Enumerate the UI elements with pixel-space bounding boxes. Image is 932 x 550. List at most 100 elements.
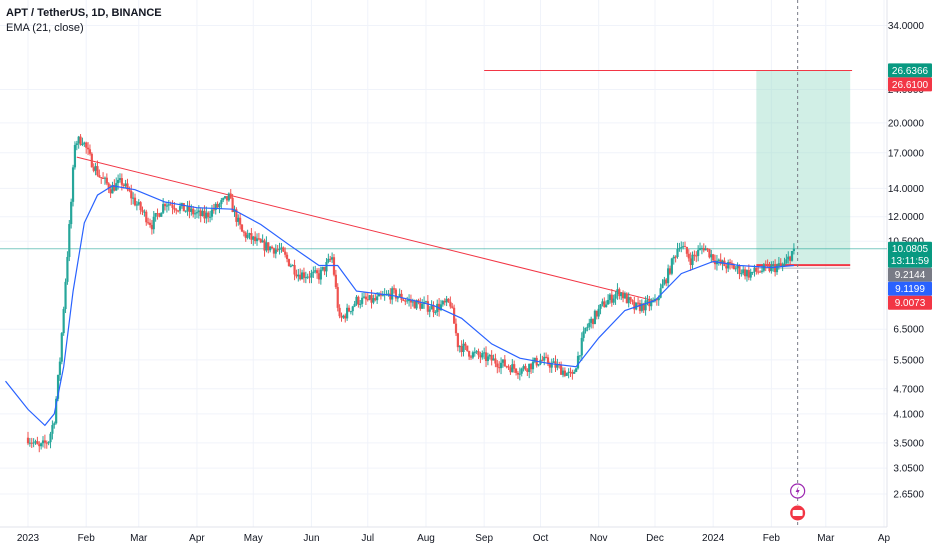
candle-body — [567, 371, 570, 374]
candle-body — [449, 301, 452, 307]
plot-area — [0, 0, 887, 527]
candle-body — [100, 177, 103, 179]
candle-body — [351, 306, 354, 312]
candle-body — [481, 353, 484, 358]
candle-body — [319, 269, 322, 280]
candle-body — [424, 301, 428, 303]
candle-body — [274, 249, 277, 254]
x-tick-label: Apr — [189, 533, 205, 544]
ema-indicator-label[interactable]: EMA (21, close) — [6, 22, 84, 34]
candle-body — [26, 437, 30, 444]
candle-body — [81, 143, 84, 145]
candle-body — [590, 318, 593, 323]
candle-body — [635, 302, 638, 310]
candle-body — [526, 369, 529, 372]
candle-body — [479, 355, 482, 358]
candle-body — [250, 233, 253, 240]
candle-body — [45, 442, 48, 444]
symbol-title[interactable]: APT / TetherUS, 1D, BINANCE — [6, 7, 162, 19]
candle-body — [591, 318, 595, 325]
candle-body — [689, 258, 692, 266]
candle-body — [507, 366, 510, 368]
candle-body — [291, 265, 294, 267]
candle-body — [49, 433, 52, 443]
candle-body — [272, 248, 276, 254]
candle-body — [111, 184, 114, 194]
candle-body — [261, 240, 264, 243]
candle-body — [755, 267, 758, 272]
candle-body — [381, 295, 384, 297]
candle-body — [325, 261, 328, 272]
candle-body — [636, 302, 640, 304]
candle-body — [239, 217, 242, 225]
candle-body — [454, 323, 458, 334]
y-tick-label: 6.5000 — [893, 325, 924, 336]
candle-body — [407, 299, 411, 301]
candle-body — [124, 183, 127, 186]
candle-body — [94, 166, 97, 171]
candle-body — [419, 302, 422, 309]
price-label-badge — [888, 295, 932, 310]
candle-body — [62, 309, 65, 334]
candle-body — [160, 212, 163, 217]
candle-body — [775, 265, 779, 273]
candle-body — [265, 242, 268, 251]
candle-body — [308, 276, 311, 278]
candle-body — [633, 301, 636, 310]
candle-body — [342, 315, 345, 318]
candle-body — [783, 263, 786, 265]
candle-body — [300, 272, 304, 280]
candle-body — [518, 373, 521, 375]
candle-body — [242, 231, 245, 233]
candle-body — [132, 197, 135, 199]
candle-body — [578, 355, 581, 357]
candle-body — [299, 274, 302, 280]
candle-body — [777, 263, 780, 266]
candle-body — [499, 362, 503, 369]
candle-body — [259, 239, 262, 243]
candle-body — [432, 305, 435, 313]
candle-body — [498, 367, 501, 369]
y-tick-label: 3.5000 — [893, 438, 924, 449]
x-tick-label: Dec — [646, 533, 664, 544]
candle-body — [118, 178, 122, 180]
candle-body — [163, 204, 167, 207]
candle-body — [597, 308, 600, 317]
candle-body — [113, 184, 116, 191]
y-tick-label: 5.5000 — [893, 355, 924, 366]
candle-body — [402, 299, 405, 301]
candle-body — [147, 222, 150, 224]
candle-body — [631, 300, 634, 302]
candle-body — [289, 265, 292, 267]
candle-body — [38, 444, 41, 447]
candle-body — [389, 293, 392, 300]
candle-body — [270, 246, 274, 249]
candle-body — [638, 303, 642, 311]
candle-body — [511, 364, 514, 373]
y-tick-label: 4.1000 — [893, 409, 924, 420]
candle-body — [447, 298, 450, 302]
candle-body — [678, 248, 681, 250]
candle-body — [255, 238, 259, 242]
candle-body — [501, 359, 505, 363]
candle-body — [728, 262, 732, 264]
candle-body — [244, 232, 247, 238]
candle-body — [644, 300, 647, 311]
candle-body — [657, 297, 660, 301]
candle-body — [757, 271, 760, 273]
candle-body — [509, 367, 512, 373]
candle-body — [468, 351, 471, 357]
candle-body — [766, 264, 769, 266]
candle-body — [197, 210, 200, 213]
candle-body — [738, 265, 741, 274]
candle-body — [668, 268, 672, 274]
candle-body — [101, 177, 105, 179]
candle-body — [582, 331, 585, 338]
candle-body — [107, 183, 110, 190]
candle-body — [541, 359, 544, 361]
candle-body — [346, 307, 349, 319]
candle-body — [785, 259, 788, 264]
candle-body — [629, 297, 632, 301]
